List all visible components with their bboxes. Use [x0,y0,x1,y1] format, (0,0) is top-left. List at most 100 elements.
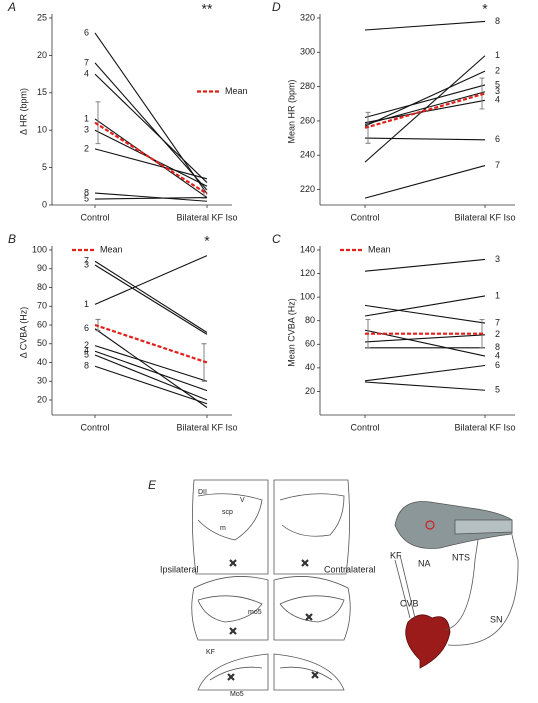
legend-label: Mean [100,244,123,254]
lesion-mark [229,559,237,567]
mean-line [94,121,208,195]
series-line [94,192,208,202]
mean-line [94,323,208,364]
series-label: 2 [495,329,500,339]
y-tick-label: 60 [305,339,315,349]
panel-label: A [7,0,16,14]
y-tick-label: 20 [305,386,315,396]
y-tick-label: 140 [300,244,315,254]
x-tick-label: Control [80,212,109,222]
series-line [94,62,208,191]
series-label: 3 [495,86,500,96]
slice-label: Mo5 [230,691,244,698]
series-label: 1 [84,299,89,309]
series-line [364,55,486,163]
series-label: 4 [495,350,500,360]
nerve [447,534,519,646]
y-tick-label: 20 [37,50,47,60]
slice-detail [197,493,263,541]
series-label: 6 [495,134,500,144]
slice [273,653,345,691]
x-tick-label: Bilateral KF Iso [176,422,237,432]
slice-label: m [220,525,226,532]
side-label: Contralateral [324,564,376,574]
series-label: 4 [495,95,500,105]
lesion-mark [227,673,235,681]
lesion-mark [305,613,313,621]
y-tick-label: 20 [37,394,47,404]
series-line [94,354,208,401]
series-line [94,345,208,382]
brain-label: NTS [452,552,470,562]
slice [191,576,269,641]
heart [405,614,451,669]
series-line [364,364,486,382]
y-tick-label: 10 [37,125,47,135]
series-label: 3 [84,259,89,269]
x-tick-label: Control [350,212,379,222]
series-label: 8 [495,16,500,26]
mean-line [364,92,486,129]
panel-label: C [272,232,281,246]
series-line [364,258,486,272]
series-line [364,70,486,127]
slice-detail [209,666,263,681]
y-tick-label: 40 [37,357,47,367]
series-line [94,350,208,392]
series-line [364,165,486,199]
series-line [94,328,208,408]
y-tick-label: 320 [300,12,315,22]
series-label: 1 [495,290,500,300]
annotation: ** [202,1,213,17]
series-label: 2 [84,340,89,350]
lesion-mark [311,671,319,679]
brain-label: NA [418,558,431,568]
slice [197,653,269,691]
series-line [94,73,208,183]
series-label: 7 [84,57,89,67]
series-label: 7 [495,317,500,327]
y-tick-label: 0 [42,199,47,209]
y-axis-label: Δ CVBA (Hz) [18,307,28,359]
x-tick-label: Bilateral KF Iso [454,212,515,222]
y-axis-label: Mean CVBA (Hz) [286,298,296,367]
panel-label: D [272,0,281,14]
series-label: 7 [84,256,89,266]
series-label: 5 [84,193,89,203]
diagram-e [191,479,519,691]
brain-label: SN [490,614,503,624]
series-label: 8 [495,342,500,352]
series-label: 2 [495,66,500,76]
kf-site [425,520,435,530]
series-label: 8 [84,361,89,371]
electrode [399,554,416,619]
series-label: 6 [84,27,89,37]
brain-label: CVB [400,598,419,608]
series-line [94,196,208,200]
series-line [364,295,486,317]
series-line [94,32,208,195]
x-tick-label: Bilateral KF Iso [176,212,237,222]
slice-label: mo5 [248,609,262,616]
series-label: 6 [84,323,89,333]
series-label: 5 [495,79,500,89]
medulla [454,519,513,535]
x-tick-label: Control [350,422,379,432]
y-tick-label: 80 [305,315,315,325]
slice [273,479,350,575]
nerve [444,539,479,631]
y-tick-label: 30 [37,376,47,386]
y-tick-label: 15 [37,87,47,97]
y-tick-label: 40 [305,362,315,372]
annotation: * [482,1,488,17]
series-label: 8 [84,187,89,197]
slice-label: V [240,497,245,504]
series-line [94,260,208,333]
series-line [364,84,486,119]
series-label: 4 [84,346,89,356]
series-label: 1 [84,113,89,123]
series-line [364,334,486,343]
y-tick-label: 80 [37,282,47,292]
series-line [364,381,486,391]
